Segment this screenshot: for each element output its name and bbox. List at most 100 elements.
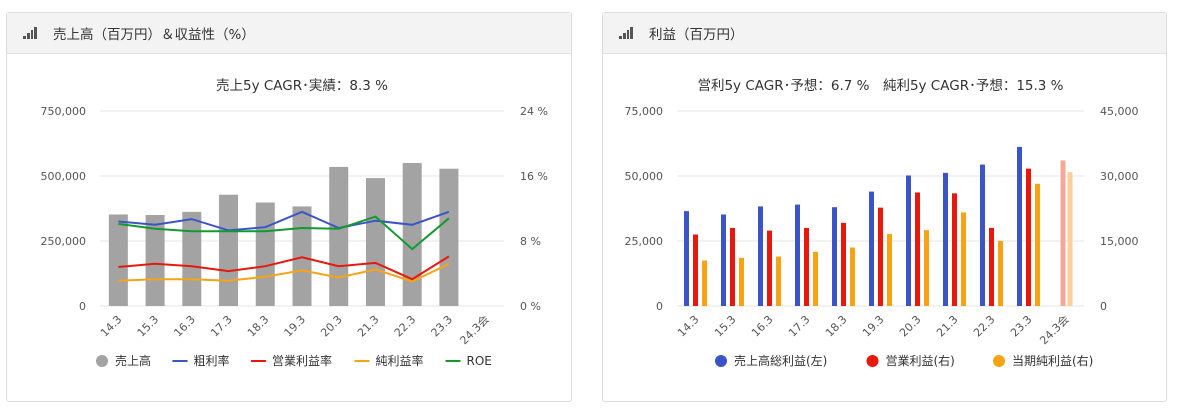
bar-当期純利益(右): [702, 260, 707, 306]
legend-dot-swatch: [96, 355, 108, 367]
bar-売上高総利益(左): [1017, 146, 1022, 306]
bar-sales: [292, 206, 312, 306]
x-tick-label: 24.3会: [457, 313, 491, 347]
legend-dot-swatch: [993, 355, 1005, 367]
panel-title: 利益（百万円）: [649, 27, 744, 43]
legend-label: 当期純利益(右): [1012, 353, 1093, 368]
bar-sales: [219, 194, 239, 306]
y-right-tick-label: 0: [1100, 300, 1107, 313]
bar-sales: [329, 166, 349, 306]
series-line-純利益率: [118, 262, 450, 283]
bar-sales: [402, 163, 422, 306]
bar-売上高総利益(左): [980, 164, 985, 306]
legend-dot-swatch: [866, 355, 879, 367]
bar-当期純利益(右): [961, 212, 966, 306]
series-line-営業利益率: [118, 255, 450, 281]
x-tick-label: 16.3: [749, 313, 776, 340]
y-left-tick-label: 25,000: [625, 235, 664, 248]
bar-営業利益(右): [952, 193, 957, 306]
x-tick-label: 19.3: [282, 313, 309, 340]
y-right-tick-label: 30,000: [1100, 170, 1139, 183]
bar-当期純利益(右): [924, 230, 929, 306]
bar-当期純利益(右): [1067, 172, 1073, 306]
profit-panel: 利益（百万円） 営利5y CAGR･予想：6.7 % 純利5y CAGR･予想：…: [602, 12, 1167, 402]
y-right-tick-label: 8 %: [520, 235, 541, 248]
x-tick-label: 22.3: [392, 313, 419, 340]
legend-label: 売上高: [115, 353, 151, 368]
y-left-tick-label: 500,000: [41, 170, 87, 183]
y-left-tick-label: 75,000: [625, 105, 664, 118]
series-line-粗利率: [118, 210, 450, 232]
y-left-tick-label: 750,000: [41, 105, 87, 118]
sales-profitability-chart: 売上5y CAGR･実績：8.3 % 0 0 % 250,000 8 % 500,000 1…: [41, 78, 548, 368]
x-tick-label: 23.3: [429, 313, 456, 340]
profit-chart: 営利5y CAGR･予想：6.7 % 純利5y CAGR･予想：15.3 % 0 0…: [625, 78, 1139, 368]
legend-label: 売上高総利益(左): [734, 353, 827, 368]
y-right-tick-label: 0 %: [520, 300, 541, 313]
bar-sales: [182, 211, 202, 306]
bar-売上高総利益(左): [758, 206, 763, 306]
series-line-ROE: [118, 215, 450, 251]
bar-売上高総利益(左): [906, 175, 911, 306]
bar-営業利益(右): [693, 234, 698, 306]
legend-label: 純利益率: [376, 353, 424, 368]
bar-当期純利益(右): [887, 234, 892, 306]
bar-売上高総利益(左): [869, 191, 874, 306]
bar-当期純利益(右): [1035, 183, 1040, 306]
legend-dot-swatch: [715, 355, 727, 367]
bar-sales: [439, 168, 459, 306]
bar-当期純利益(右): [813, 251, 818, 306]
bar-売上高総利益(左): [832, 207, 837, 306]
bar-営業利益(右): [730, 228, 735, 306]
y-right-tick-label: 16 %: [520, 170, 548, 183]
bar-営業利益(右): [1026, 168, 1031, 306]
legend-label: 営業利益(右): [886, 353, 955, 368]
bar-営業利益(右): [989, 228, 994, 306]
x-tick-label: 17.3: [208, 313, 235, 340]
bar-売上高総利益(左): [795, 204, 800, 306]
bar-営業利益(右): [804, 228, 809, 306]
x-tick-label: 19.3: [860, 313, 887, 340]
bar-当期純利益(右): [998, 241, 1003, 306]
x-tick-label: 20.3: [897, 313, 924, 340]
bar-chart-icon: [619, 27, 633, 39]
bar-売上高総利益(左): [943, 172, 948, 306]
x-tick-label: 14.3: [98, 313, 125, 340]
x-tick-label: 15.3: [135, 313, 162, 340]
y-left-tick-label: 0: [656, 300, 663, 313]
y-right-tick-label: 45,000: [1100, 105, 1139, 118]
bar-sales: [145, 215, 165, 306]
bar-sales: [365, 178, 385, 306]
x-tick-label: 20.3: [318, 313, 345, 340]
x-tick-label: 21.3: [355, 313, 382, 340]
x-tick-label: 18.3: [245, 313, 272, 340]
bar-当期純利益(右): [776, 256, 781, 306]
y-right-tick-label: 24 %: [520, 105, 548, 118]
bar-売上高総利益(左): [721, 214, 726, 306]
panel-header: 売上高（百万円）＆収益性（%）: [7, 13, 571, 54]
bar-sales: [255, 202, 275, 306]
x-tick-label: 16.3: [171, 313, 198, 340]
x-tick-label: 14.3: [675, 313, 702, 340]
x-tick-label: 17.3: [786, 313, 813, 340]
y-right-tick-label: 15,000: [1100, 235, 1139, 248]
bar-売上高総利益(左): [684, 211, 689, 306]
bar-営業利益(右): [841, 222, 846, 306]
bar-sales: [108, 214, 128, 306]
x-tick-label: 23.3: [1008, 313, 1035, 340]
bar-営業利益(右): [1060, 160, 1066, 306]
bar-営業利益(右): [915, 192, 920, 306]
x-tick-label: 15.3: [712, 313, 739, 340]
sales-profitability-panel: 売上高（百万円）＆収益性（%） 売上5y CAGR･実績：8.3 % 0 0 % 25…: [6, 12, 572, 402]
panel-title: 売上高（百万円）＆収益性（%）: [53, 27, 255, 43]
y-left-tick-label: 250,000: [41, 235, 87, 248]
panel-header: 利益（百万円）: [603, 13, 1166, 54]
legend-label: 営業利益率: [272, 353, 332, 368]
x-tick-label: 21.3: [934, 313, 961, 340]
y-left-tick-label: 0: [79, 300, 86, 313]
bar-営業利益(右): [878, 207, 883, 306]
bar-chart-icon: [23, 27, 37, 39]
x-tick-label: 22.3: [971, 313, 998, 340]
chart-title: 売上5y CAGR･実績：8.3 %: [216, 78, 388, 94]
legend-label: ROE: [467, 354, 492, 368]
